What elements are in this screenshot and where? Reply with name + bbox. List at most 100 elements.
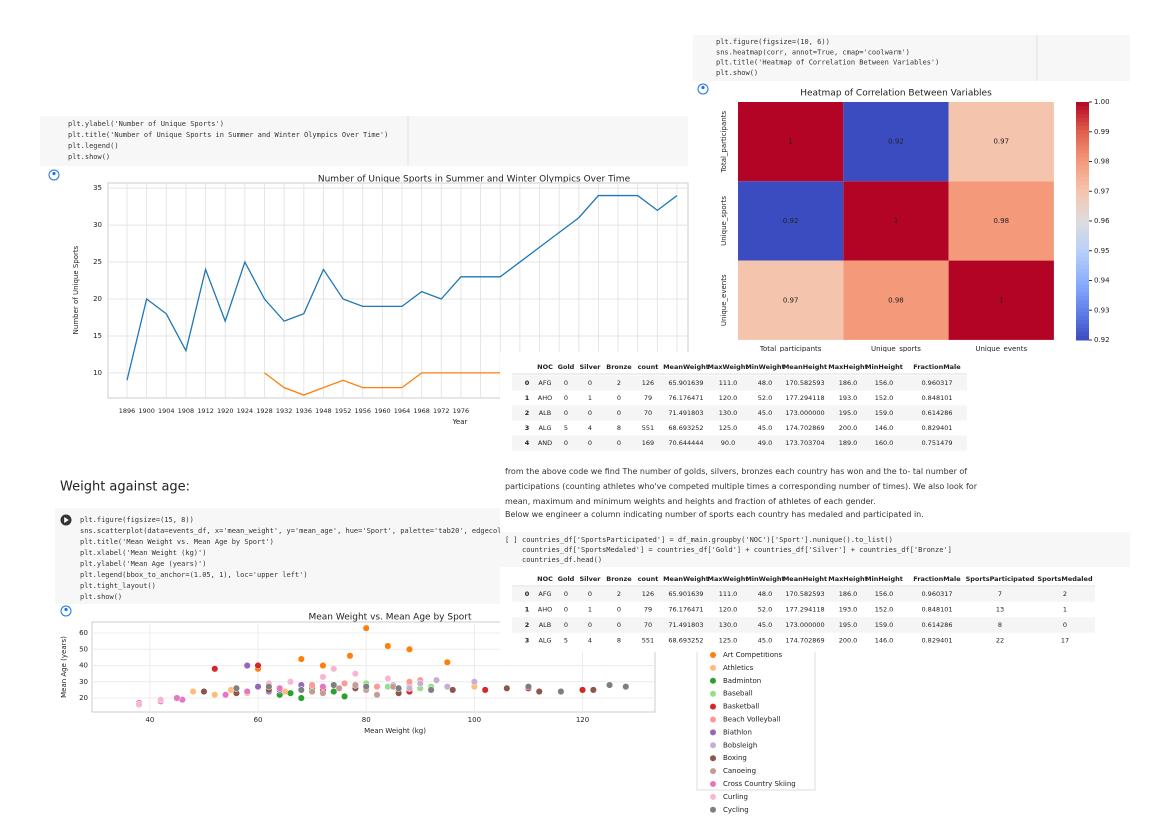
table-cell: 0: [617, 409, 621, 417]
column-header: SportsMedaled: [1037, 575, 1093, 583]
table-cell: 0: [564, 394, 568, 402]
table-cell: 0.960317: [921, 590, 952, 598]
scatter-point: [254, 683, 262, 691]
colorbar-segment: [1076, 173, 1089, 178]
table-cell: 0: [564, 409, 568, 417]
table-cell: 193.0: [839, 394, 858, 402]
row-stripe: [512, 375, 967, 391]
cell-annotation: 0.97: [783, 296, 799, 304]
scatter-point: [135, 700, 143, 709]
colorbar-segment: [1076, 205, 1089, 210]
table-cell: 0: [617, 439, 621, 447]
table-cell: 200.0: [839, 424, 858, 432]
column-header: MaxHeight: [828, 363, 868, 371]
table-cell: AND: [538, 439, 552, 447]
x-tick-label: 1960: [374, 407, 391, 415]
table-cell: 0: [564, 590, 568, 598]
x-tick-label: Unique_events: [975, 345, 1027, 353]
row-index: 2: [525, 621, 530, 629]
scatter-point: [443, 658, 451, 666]
x-tick-label: 1932: [276, 407, 293, 415]
table-cell: 0.614286: [921, 409, 952, 417]
scatter-point: [481, 686, 489, 694]
table-cell: 186.0: [839, 590, 858, 598]
table-cell: 0: [564, 621, 568, 629]
table-cell: 173.000000: [785, 621, 824, 629]
table-cell: 551: [642, 424, 654, 432]
output-icon-head: [701, 85, 705, 90]
table-cell: 126: [642, 590, 654, 598]
scatter-point: [384, 674, 392, 683]
legend-marker: [710, 703, 716, 710]
table-cell: 159.0: [875, 409, 894, 417]
colorbar-segment: [1076, 272, 1089, 278]
legend-marker: [710, 781, 716, 787]
y-tick-label: 25: [93, 258, 102, 266]
scatter-point: [535, 687, 543, 696]
colorbar-segment: [1076, 324, 1089, 329]
legend-label: Basketball: [723, 703, 759, 711]
colorbar-tick-label: 0.93: [1094, 306, 1110, 314]
table-cell: 177.294118: [785, 394, 824, 402]
x-tick-label: 1908: [178, 407, 195, 415]
row-stripe: [512, 405, 967, 421]
colorbar-segment: [1076, 292, 1089, 297]
legend-label: Canoeing: [723, 767, 756, 775]
row-stripe: [512, 435, 967, 451]
table-cell: 200.0: [839, 637, 858, 645]
output-icon: [60, 605, 72, 617]
y-tick-label: 40: [79, 662, 88, 670]
legend-label: Cross Country Skiing: [723, 780, 796, 788]
table-cell: AHO: [538, 394, 552, 402]
table-cell: 551: [642, 637, 654, 645]
table-cell: 152.0: [875, 394, 894, 402]
table-cell: 0: [617, 621, 621, 629]
output-icon: [48, 169, 60, 181]
colorbar-segment: [1076, 280, 1089, 285]
scatter-point: [308, 687, 316, 696]
table-cell: 173.703704: [785, 439, 824, 447]
colorbar-segment: [1076, 177, 1089, 182]
legend-label: Badminton: [723, 677, 761, 685]
table-cell: 8: [617, 424, 621, 432]
colorbar-segment: [1076, 105, 1089, 111]
scatter-point: [405, 684, 414, 692]
colorbar-segment: [1076, 201, 1089, 206]
colorbar-segment: [1076, 169, 1089, 174]
scatter-point: [308, 681, 316, 689]
colorbar-segment: [1076, 209, 1089, 214]
chart-title: Mean Weight vs. Mean Age by Sport: [308, 613, 472, 623]
table-cell: 52.0: [758, 394, 772, 402]
x-tick-label: 40: [145, 716, 154, 724]
colorbar-tick-label: 0.99: [1094, 128, 1110, 136]
table-cell: 160.0: [875, 439, 894, 447]
table-cell: 49.0: [758, 439, 772, 447]
chart-title: Number of Unique Sports in Summer and Wi…: [318, 175, 631, 185]
colorbar-segment: [1076, 336, 1089, 341]
column-header: MaxHeight: [828, 575, 868, 583]
scatter-point: [589, 686, 597, 694]
y-tick-label: Total_participants: [720, 111, 728, 174]
x-tick-label: 1936: [296, 407, 313, 415]
scatter-point: [362, 683, 370, 691]
scatter-point: [405, 678, 414, 686]
column-header: MaxWeight: [707, 363, 748, 371]
scatter-point: [346, 652, 354, 660]
y-tick-label: 60: [79, 629, 88, 637]
colorbar-segment: [1076, 161, 1089, 166]
code-line: plt.title('Number of Unique Sports in Su…: [68, 131, 388, 139]
legend-marker: [710, 742, 716, 749]
paragraph: Below we engineer a column indicating nu…: [505, 510, 924, 519]
colorbar-segment: [1076, 117, 1089, 123]
scatter-point: [416, 679, 424, 687]
code-cell-bg: [693, 35, 1130, 81]
legend-marker: [710, 768, 716, 775]
colorbar-segment: [1076, 236, 1089, 242]
colorbar-segment: [1076, 145, 1089, 151]
row-index: 1: [525, 606, 530, 614]
scatter-point: [254, 661, 262, 670]
table-cell: AFG: [538, 590, 551, 598]
run-icon[interactable]: [64, 517, 69, 523]
legend-marker: [710, 677, 716, 684]
table-cell: ALB: [539, 409, 552, 417]
